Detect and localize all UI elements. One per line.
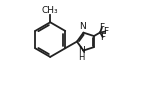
Text: F: F (100, 23, 105, 32)
Text: N: N (80, 22, 86, 31)
Text: F: F (100, 33, 106, 42)
Text: F: F (103, 27, 108, 36)
Text: CH₃: CH₃ (42, 6, 58, 15)
Text: H: H (79, 53, 85, 62)
Text: N: N (78, 46, 85, 55)
